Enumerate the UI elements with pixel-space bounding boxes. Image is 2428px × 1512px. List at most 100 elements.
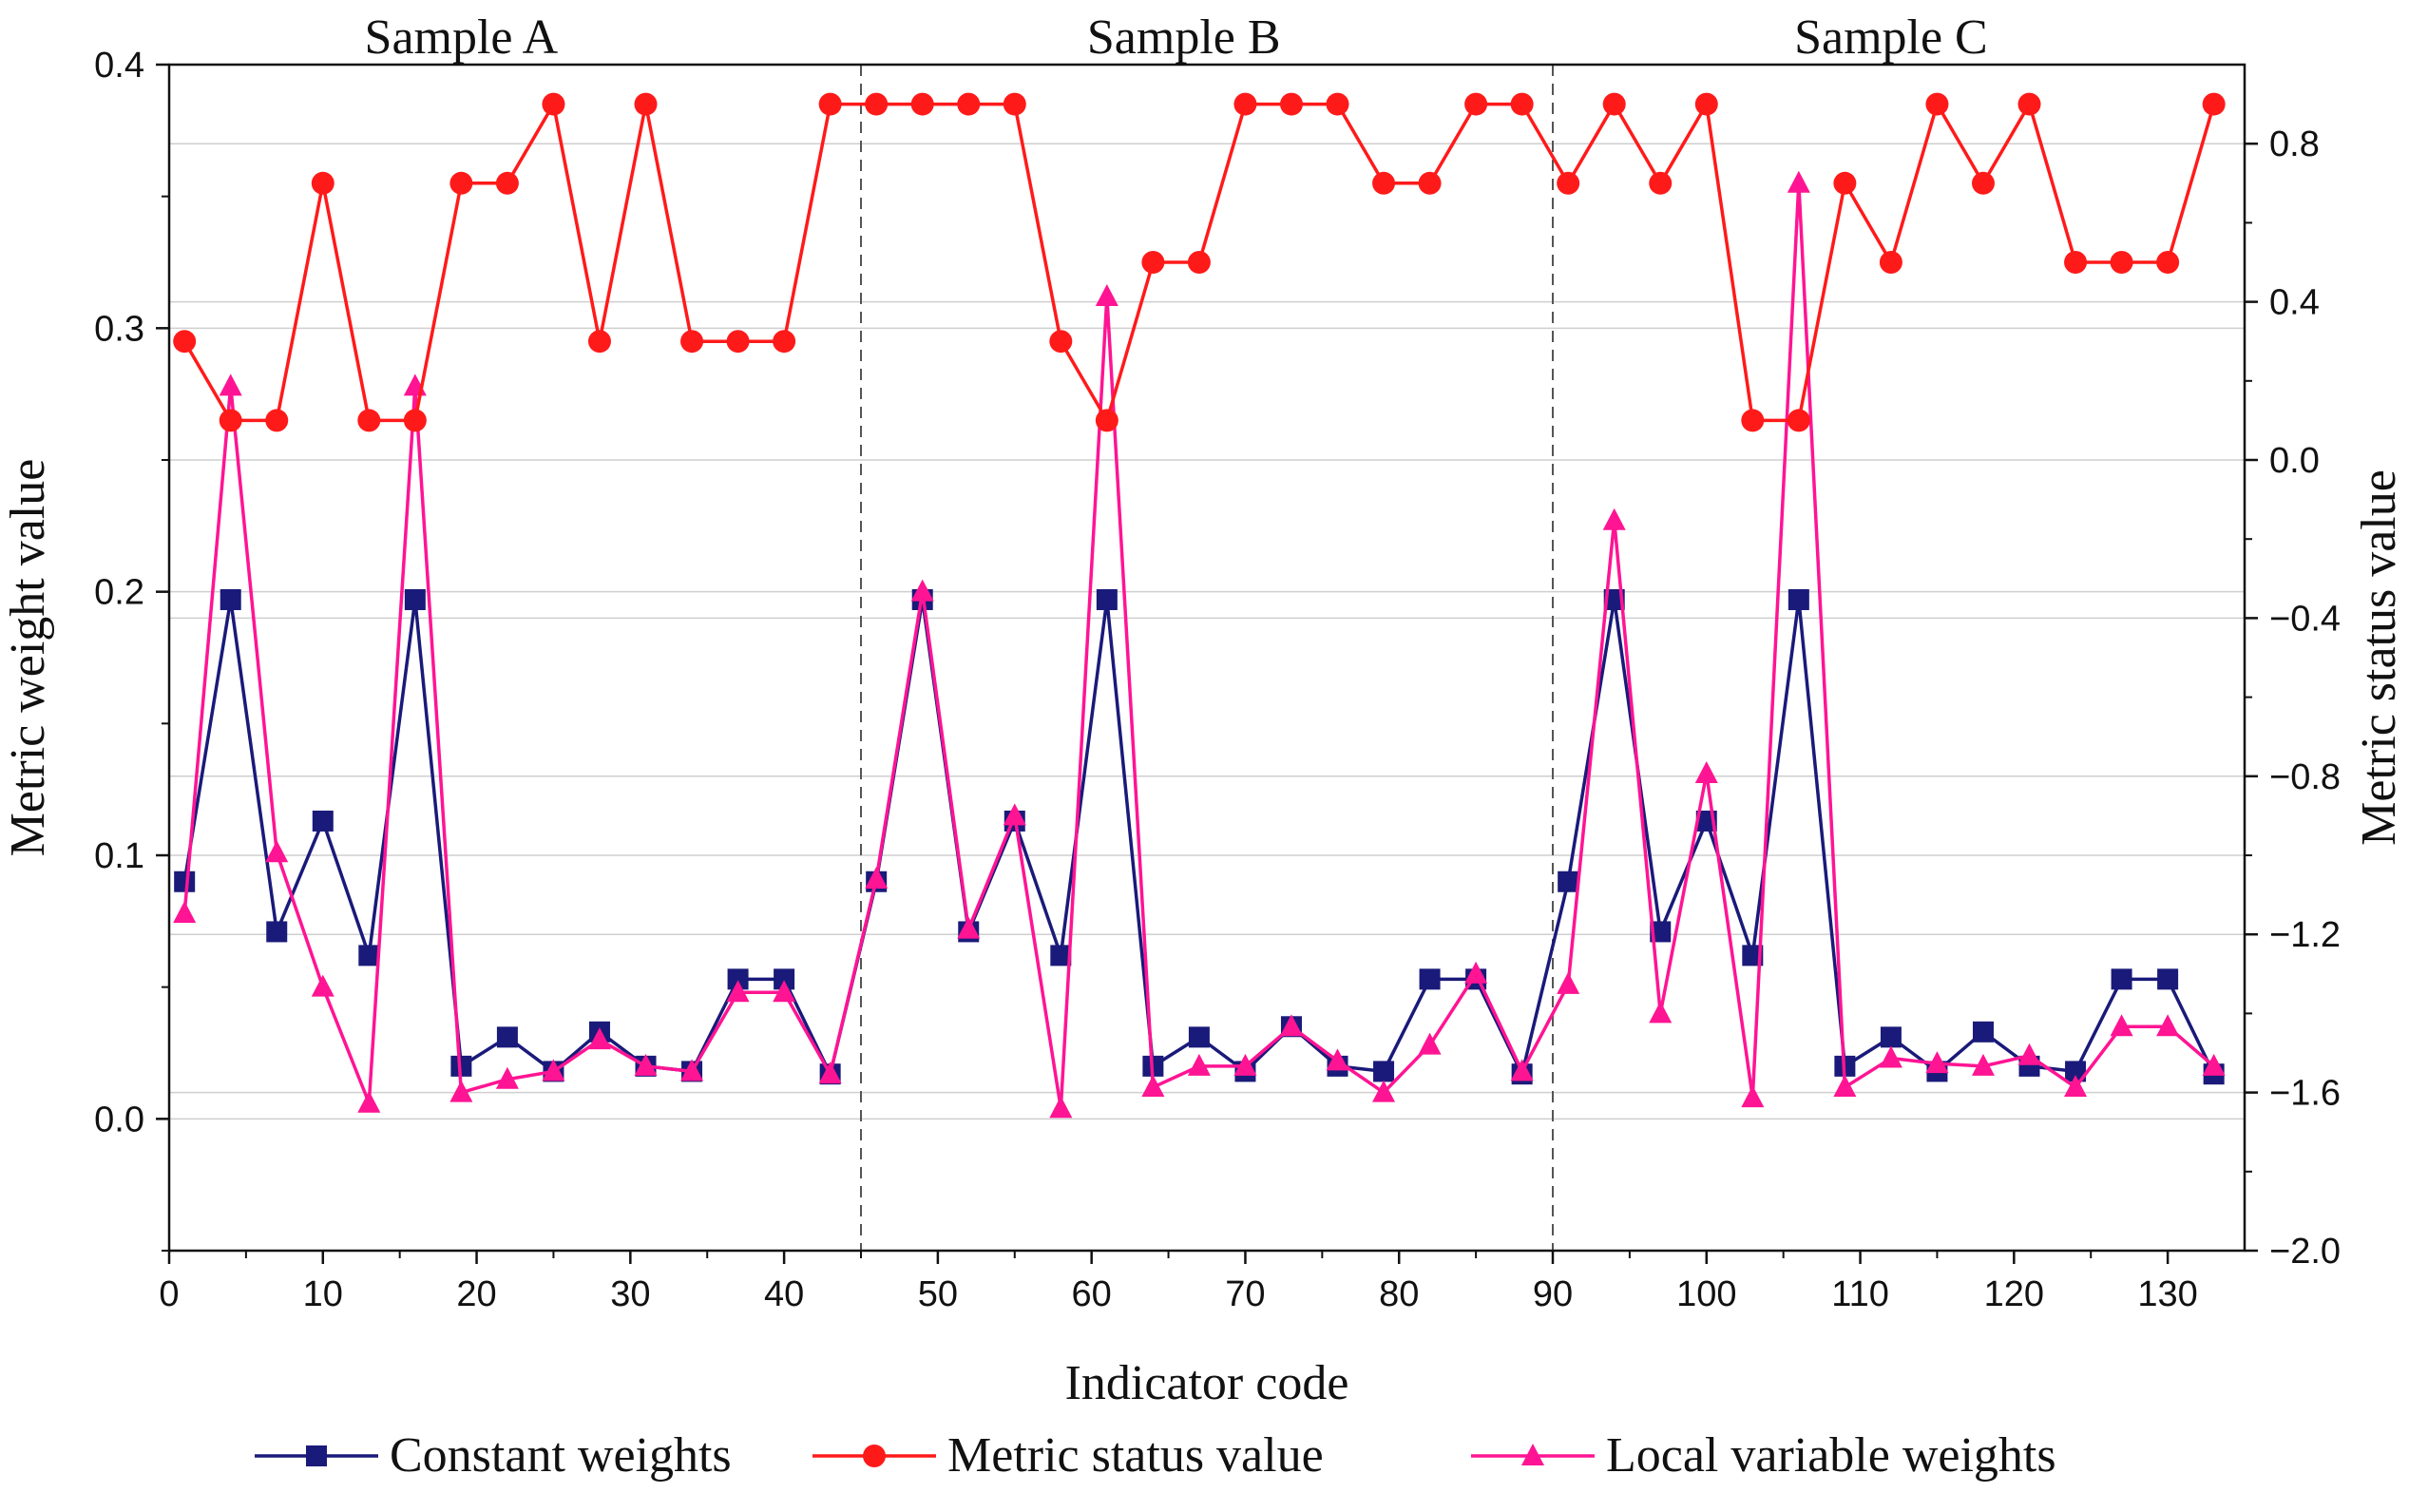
data-point-metric-status-value <box>587 330 611 354</box>
data-point-constant-weights <box>2065 1061 2087 1082</box>
data-point-local-variable-weights <box>2110 1014 2133 1037</box>
data-point-local-variable-weights <box>542 1059 565 1081</box>
x-axis-title: Indicator code <box>1065 1356 1349 1410</box>
data-point-local-variable-weights <box>1187 1053 1211 1076</box>
data-point-local-variable-weights <box>357 1090 381 1113</box>
data-point-metric-status-value <box>1787 409 1810 432</box>
data-point-constant-weights <box>1880 1026 1902 1048</box>
y-right-tick-label: −1.6 <box>2269 1074 2341 1114</box>
data-point-constant-weights <box>1188 1026 1210 1048</box>
series-line-constant-weights <box>182 598 2216 1076</box>
data-point-metric-status-value <box>1141 251 1165 274</box>
data-point-metric-status-value <box>1049 330 1073 354</box>
x-tick-label: 70 <box>1225 1274 1265 1314</box>
data-point-metric-status-value <box>495 171 519 195</box>
legend-marker <box>1521 1444 1544 1465</box>
legend-marker <box>863 1445 886 1467</box>
x-tick-label: 110 <box>1831 1274 1889 1314</box>
x-tick-label: 120 <box>1984 1274 2044 1314</box>
data-point-metric-status-value <box>818 92 842 116</box>
data-point-local-variable-weights <box>1694 761 1718 784</box>
data-point-local-variable-weights <box>2064 1075 2088 1098</box>
data-point-local-variable-weights <box>1741 1085 1765 1108</box>
data-point-constant-weights <box>174 871 196 892</box>
data-point-local-variable-weights <box>495 1066 519 1089</box>
data-point-metric-status-value <box>403 409 427 432</box>
data-point-local-variable-weights <box>1879 1045 1902 1068</box>
data-point-metric-status-value <box>1694 92 1718 116</box>
y-left-tick-label: 0.3 <box>94 309 144 349</box>
data-point-metric-status-value <box>910 92 934 116</box>
data-point-local-variable-weights <box>1557 971 1580 994</box>
data-point-metric-status-value <box>865 92 889 116</box>
data-point-constant-weights <box>312 810 334 832</box>
data-point-metric-status-value <box>1279 92 1303 116</box>
y-right-tick-label: −2.0 <box>2269 1232 2341 1272</box>
legend: Constant weights Metric status value Local… <box>255 1428 2056 1483</box>
y-right-tick-label: −1.2 <box>2269 915 2341 955</box>
x-tick-label: 90 <box>1533 1274 1573 1314</box>
data-point-local-variable-weights <box>818 1062 842 1084</box>
data-point-constant-weights <box>2111 968 2132 990</box>
data-point-local-variable-weights <box>634 1053 658 1076</box>
data-point-local-variable-weights <box>2202 1053 2226 1076</box>
data-point-metric-status-value <box>1003 92 1026 116</box>
data-point-local-variable-weights <box>219 373 242 396</box>
data-point-metric-status-value <box>1510 92 1534 116</box>
data-point-constant-weights <box>727 968 749 990</box>
data-point-constant-weights <box>1603 588 1625 610</box>
data-point-local-variable-weights <box>726 980 750 1003</box>
data-point-constant-weights <box>1742 945 1764 967</box>
data-point-constant-weights <box>266 921 288 943</box>
data-point-metric-status-value <box>1187 251 1211 274</box>
y-left-tick-label: 0.0 <box>94 1100 144 1139</box>
sample-label: Sample C <box>1794 10 1988 65</box>
data-point-constant-weights <box>404 588 426 610</box>
y-axis-right-title: Metric status value <box>2352 469 2406 846</box>
data-point-local-variable-weights <box>1649 1001 1673 1024</box>
data-point-metric-status-value <box>1233 92 1257 116</box>
data-point-local-variable-weights <box>865 866 889 889</box>
data-point-local-variable-weights <box>1141 1075 1165 1098</box>
data-point-metric-status-value <box>1557 171 1580 195</box>
x-tick-label: 20 <box>456 1274 496 1314</box>
legend-label: Constant weights <box>390 1428 732 1483</box>
x-tick-label: 80 <box>1379 1274 1419 1314</box>
data-point-constant-weights <box>1558 871 1579 892</box>
x-tick-label: 60 <box>1072 1274 1112 1314</box>
data-point-local-variable-weights <box>773 980 796 1003</box>
data-point-local-variable-weights <box>1326 1048 1349 1071</box>
data-point-constant-weights <box>220 588 241 610</box>
data-point-metric-status-value <box>1833 171 1857 195</box>
y-right-tick-label: −0.4 <box>2269 599 2341 639</box>
x-tick-label: 0 <box>159 1274 179 1314</box>
series-constant-weights <box>174 588 2225 1085</box>
data-point-local-variable-weights <box>449 1080 473 1102</box>
legend-item-local-variable-weights: Local variable weights <box>1471 1428 2056 1483</box>
data-point-local-variable-weights <box>910 579 934 602</box>
data-point-metric-status-value <box>542 92 565 116</box>
data-point-metric-status-value <box>2017 92 2041 116</box>
data-point-local-variable-weights <box>587 1027 611 1050</box>
data-point-local-variable-weights <box>265 840 289 863</box>
x-tick-label: 40 <box>764 1274 804 1314</box>
data-point-constant-weights <box>774 968 795 990</box>
legend-label: Metric status value <box>947 1428 1324 1483</box>
data-point-constant-weights <box>2157 968 2179 990</box>
data-point-metric-status-value <box>1879 251 1902 274</box>
data-point-local-variable-weights <box>1233 1053 1257 1076</box>
data-point-metric-status-value <box>1741 409 1765 432</box>
data-point-local-variable-weights <box>1464 961 1488 984</box>
y-left-tick-label: 0.4 <box>94 46 144 86</box>
data-point-metric-status-value <box>2156 251 2180 274</box>
data-point-constant-weights <box>1373 1061 1395 1082</box>
data-point-constant-weights <box>1788 588 1809 610</box>
data-point-constant-weights <box>1050 945 1072 967</box>
axes: 0 10 20 30 40 50 60 70 80 90 100 110 120 130 0.0 0.1 0.2… <box>94 46 2341 1314</box>
data-point-constant-weights <box>1096 588 1118 610</box>
data-point-metric-status-value <box>1095 409 1118 432</box>
data-point-local-variable-weights <box>1510 1059 1534 1081</box>
data-point-local-variable-weights <box>1602 507 1626 530</box>
data-point-local-variable-weights <box>2156 1014 2180 1037</box>
data-point-constant-weights <box>1650 921 1672 943</box>
